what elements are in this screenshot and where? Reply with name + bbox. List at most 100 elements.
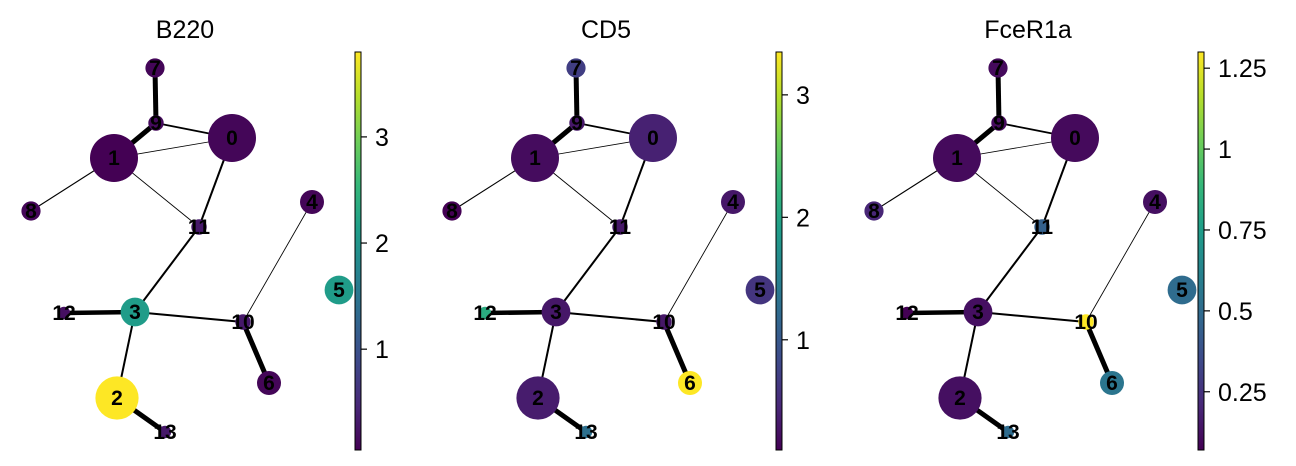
node-label-1: 1 bbox=[951, 147, 963, 170]
node-label-6: 6 bbox=[263, 372, 275, 395]
node-12 bbox=[900, 306, 914, 320]
colorbar-gradient bbox=[1197, 51, 1205, 451]
node-label-12: 12 bbox=[52, 302, 75, 325]
colorbar-tick-label: 1 bbox=[796, 327, 810, 355]
edge-11-3 bbox=[555, 226, 621, 313]
node-3 bbox=[541, 297, 571, 327]
node-11 bbox=[191, 219, 207, 235]
node-label-5: 5 bbox=[1176, 279, 1188, 302]
node-label-13: 13 bbox=[996, 421, 1019, 444]
node-7 bbox=[566, 58, 586, 78]
node-7 bbox=[988, 58, 1008, 78]
node-1 bbox=[90, 134, 138, 182]
colorbar-tick-label: 1 bbox=[1218, 136, 1232, 164]
colorbar-tick-label: 0.5 bbox=[1218, 298, 1253, 326]
colorbar-gradient bbox=[354, 51, 362, 451]
node-label-5: 5 bbox=[333, 279, 345, 302]
node-13 bbox=[158, 425, 172, 439]
node-label-13: 13 bbox=[574, 421, 597, 444]
colorbar-tick-label: 1.25 bbox=[1218, 55, 1267, 83]
node-4 bbox=[1143, 190, 1167, 214]
node-3 bbox=[963, 297, 993, 327]
node-5 bbox=[324, 275, 354, 305]
node-label-4: 4 bbox=[1149, 191, 1161, 214]
node-label-2: 2 bbox=[954, 387, 966, 410]
colorbar: 1 2 3 bbox=[354, 51, 389, 451]
edge-3-10 bbox=[555, 310, 665, 324]
node-13 bbox=[1001, 425, 1015, 439]
edge-11-3 bbox=[977, 226, 1043, 313]
node-label-4: 4 bbox=[306, 191, 318, 214]
node-6 bbox=[257, 371, 281, 395]
colorbar: 0.25 0.5 0.75 1 1.25 bbox=[1197, 51, 1267, 451]
node-label-1: 1 bbox=[108, 147, 120, 170]
node-label-8: 8 bbox=[25, 200, 37, 223]
node-12 bbox=[57, 306, 71, 320]
node-2 bbox=[938, 376, 982, 420]
node-8 bbox=[864, 201, 884, 221]
node-label-11: 11 bbox=[1031, 216, 1054, 239]
node-label-0: 0 bbox=[1069, 127, 1081, 150]
node-12 bbox=[478, 306, 492, 320]
edge-10-4 bbox=[242, 201, 313, 323]
node-label-5: 5 bbox=[754, 279, 766, 302]
node-label-10: 10 bbox=[652, 311, 675, 334]
node-label-2: 2 bbox=[111, 387, 123, 410]
node-2 bbox=[95, 376, 139, 420]
node-9 bbox=[991, 115, 1007, 131]
edge-3-10 bbox=[134, 310, 244, 324]
colorbar-tick-label: 3 bbox=[375, 124, 389, 152]
colorbar-tick-label: 2 bbox=[375, 230, 389, 258]
node-label-10: 10 bbox=[231, 311, 254, 334]
node-label-4: 4 bbox=[727, 191, 739, 214]
node-1 bbox=[933, 134, 981, 182]
node-10 bbox=[1078, 314, 1094, 330]
node-label-11: 11 bbox=[609, 216, 632, 239]
node-label-9: 9 bbox=[993, 112, 1005, 135]
colorbar: 1 2 3 bbox=[775, 51, 810, 451]
node-label-0: 0 bbox=[647, 127, 659, 150]
node-label-8: 8 bbox=[446, 200, 458, 223]
node-label-7: 7 bbox=[570, 57, 582, 80]
panel-title: B220 bbox=[156, 16, 214, 44]
node-label-6: 6 bbox=[1106, 372, 1118, 395]
node-10 bbox=[656, 314, 672, 330]
node-7 bbox=[145, 58, 165, 78]
node-3 bbox=[120, 297, 150, 327]
node-label-7: 7 bbox=[992, 57, 1004, 80]
node-label-12: 12 bbox=[473, 302, 496, 325]
node-label-3: 3 bbox=[972, 301, 984, 324]
node-label-7: 7 bbox=[149, 57, 161, 80]
colorbar-tick-label: 2 bbox=[796, 204, 810, 232]
node-label-10: 10 bbox=[1074, 311, 1097, 334]
colorbar-tick-label: 3 bbox=[796, 82, 810, 110]
node-9 bbox=[569, 115, 585, 131]
node-10 bbox=[235, 314, 251, 330]
node-6 bbox=[1100, 371, 1124, 395]
node-label-3: 3 bbox=[550, 301, 562, 324]
panel-title: FceR1a bbox=[984, 16, 1072, 44]
node-label-11: 11 bbox=[188, 216, 211, 239]
node-label-6: 6 bbox=[684, 372, 696, 395]
colorbar-gradient bbox=[775, 51, 783, 451]
node-5 bbox=[1167, 275, 1197, 305]
edge-3-10 bbox=[977, 310, 1087, 324]
node-label-3: 3 bbox=[129, 301, 141, 324]
colorbar-tick-label: 1 bbox=[375, 336, 389, 364]
edge-10-4 bbox=[663, 201, 734, 323]
node-label-1: 1 bbox=[529, 147, 541, 170]
node-label-8: 8 bbox=[868, 200, 880, 223]
node-6 bbox=[678, 371, 702, 395]
node-11 bbox=[612, 219, 628, 235]
edge-10-4 bbox=[1085, 201, 1156, 323]
node-8 bbox=[21, 201, 41, 221]
edge-11-3 bbox=[134, 226, 200, 313]
node-0 bbox=[1051, 114, 1099, 162]
node-0 bbox=[629, 114, 677, 162]
